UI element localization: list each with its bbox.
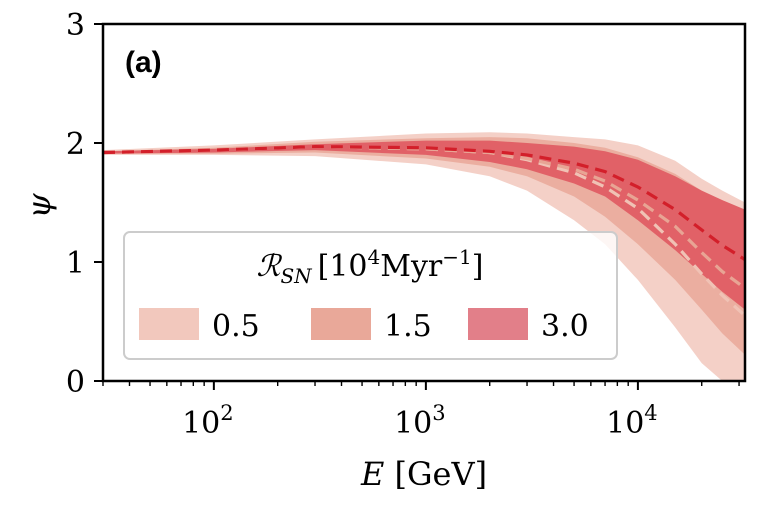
confidence-bands <box>103 132 745 381</box>
y-tick-label: 1 <box>66 246 85 281</box>
x-tick-label: 104 <box>606 401 658 441</box>
legend-swatch-3.0 <box>468 308 528 340</box>
axis-ticks: 102 103 104 0 1 2 3 <box>66 8 740 441</box>
y-axis-label: ψ <box>20 193 58 219</box>
band-3.0 <box>103 140 745 310</box>
x-tick-label: 103 <box>394 401 446 441</box>
median-line-3.0 <box>103 144 745 261</box>
y-tick-label: 3 <box>66 8 85 43</box>
legend-swatch-0.5 <box>139 308 199 340</box>
legend-label-1.5: 1.5 <box>384 309 432 344</box>
x-tick-label: 102 <box>182 401 234 441</box>
legend-swatch-1.5 <box>311 308 371 340</box>
x-axis-label: E [GeV] <box>360 455 487 493</box>
y-tick-label: 2 <box>66 127 85 162</box>
legend-label-0.5: 0.5 <box>212 309 260 344</box>
median-lines <box>103 144 745 317</box>
band-1.5 <box>103 137 745 355</box>
legend: ℛSN [104Myr−1] 0.5 1.5 3.0 <box>123 231 618 360</box>
legend-label-3.0: 3.0 <box>541 309 589 344</box>
legend-title: ℛSN [104Myr−1] <box>257 245 484 288</box>
plot-frame <box>101 22 747 383</box>
y-tick-label: 0 <box>66 365 85 400</box>
panel-label: (a) <box>125 46 162 79</box>
